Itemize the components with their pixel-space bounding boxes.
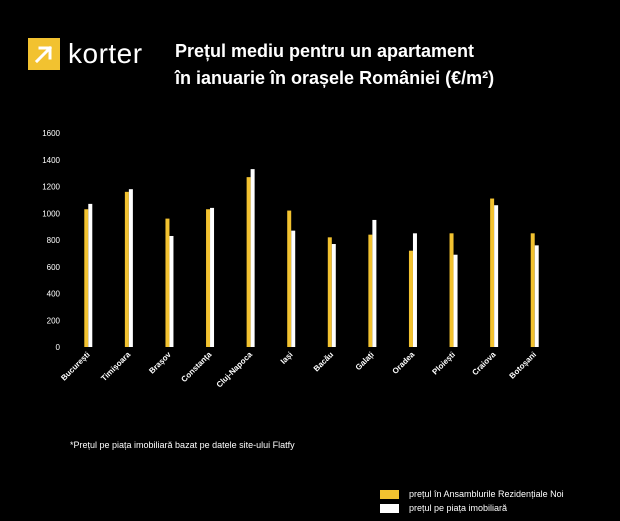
x-category-label: Brașov <box>147 350 173 376</box>
arrow-up-right-icon <box>28 38 60 70</box>
bar-new-residential <box>408 250 413 347</box>
footnote: *Prețul pe piața imobiliară bazat pe dat… <box>70 440 295 450</box>
bar-new-residential <box>287 210 292 347</box>
x-category-label: Timișoara <box>99 350 132 383</box>
bar-market <box>88 203 93 347</box>
x-category-label: Craiova <box>470 350 498 378</box>
x-category-label: București <box>59 350 91 382</box>
bar-market <box>331 244 336 347</box>
y-tick-label: 0 <box>56 343 61 352</box>
bar-new-residential <box>124 191 129 347</box>
legend-item-new-residential: prețul în Ansamblurile Rezidențiale Noi <box>380 487 564 501</box>
x-category-label: Iași <box>279 350 295 366</box>
bar-new-residential <box>449 233 454 347</box>
brand-name: korter <box>68 38 143 69</box>
chart-title: Prețul mediu pentru un apartament în ian… <box>175 38 494 92</box>
x-category-label: Botoșani <box>508 350 539 381</box>
bar-market <box>372 219 377 347</box>
title-line-2: în ianuarie în orașele României (€/m²) <box>175 68 495 88</box>
legend: prețul în Ansamblurile Rezidențiale Noi … <box>380 487 564 515</box>
bar-market <box>169 235 174 347</box>
bar-market <box>250 169 255 347</box>
y-tick-label: 400 <box>47 290 61 299</box>
y-tick-label: 1200 <box>42 183 60 192</box>
legend-label-market: prețul pe piața imobiliară <box>409 503 508 513</box>
bar-market <box>291 230 296 347</box>
x-category-label: Bacău <box>312 350 335 373</box>
bar-new-residential <box>327 237 332 347</box>
bar-market <box>534 245 539 347</box>
y-tick-label: 200 <box>47 316 61 325</box>
korter-logo: korter <box>28 38 143 70</box>
title-line-1: Prețul mediu pentru un apartament <box>175 41 475 61</box>
bar-market <box>453 254 458 347</box>
y-tick-label: 800 <box>47 236 61 245</box>
bar-new-residential <box>246 177 251 347</box>
x-category-label: Constanța <box>179 350 213 384</box>
y-tick-label: 600 <box>47 263 61 272</box>
bar-market <box>128 189 133 347</box>
bar-new-residential <box>165 218 170 347</box>
legend-swatch-new-residential <box>380 489 399 499</box>
x-category-label: Galați <box>354 350 376 372</box>
bar-new-residential <box>530 233 535 347</box>
x-category-label: Cluj-Napoca <box>215 350 255 390</box>
legend-item-market: prețul pe piața imobiliară <box>380 501 564 515</box>
legend-label-new-residential: prețul în Ansamblurile Rezidențiale Noi <box>409 489 564 499</box>
y-tick-label: 1000 <box>42 209 60 218</box>
bar-new-residential <box>206 209 211 347</box>
bar-market <box>494 205 499 347</box>
x-category-label: Ploiești <box>430 350 456 376</box>
y-tick-label: 1600 <box>42 129 60 138</box>
x-category-label: Oradea <box>391 350 417 376</box>
y-tick-label: 1400 <box>42 156 60 165</box>
bar-new-residential <box>368 234 373 347</box>
legend-swatch-market <box>380 503 399 513</box>
bar-new-residential <box>84 209 89 347</box>
bar-market <box>412 233 417 347</box>
bar-new-residential <box>490 198 495 347</box>
bar-market <box>210 207 215 347</box>
